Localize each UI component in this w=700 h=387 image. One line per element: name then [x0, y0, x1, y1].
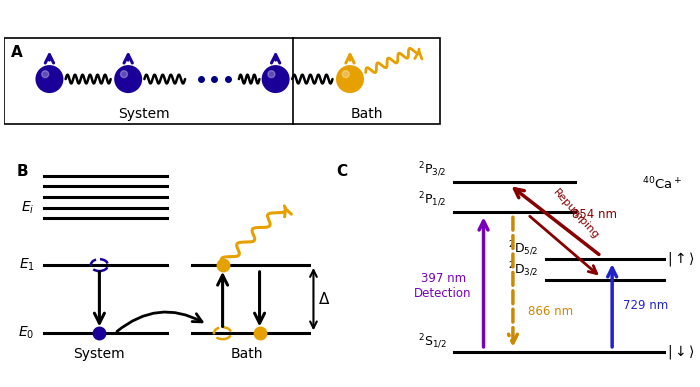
Text: 729 nm: 729 nm — [623, 299, 668, 312]
Text: $^2$S$_{1/2}$: $^2$S$_{1/2}$ — [418, 333, 447, 351]
Text: System: System — [74, 347, 125, 361]
Circle shape — [42, 71, 49, 78]
Text: 866 nm: 866 nm — [528, 305, 573, 319]
Text: Bath: Bath — [231, 347, 263, 361]
Text: $^{40}$Ca$^+$: $^{40}$Ca$^+$ — [642, 176, 682, 192]
Text: $E_1$: $E_1$ — [19, 257, 35, 273]
Text: $^2$P$_{3/2}$: $^2$P$_{3/2}$ — [419, 161, 447, 179]
Text: A: A — [11, 45, 23, 60]
Text: C: C — [337, 164, 348, 179]
Circle shape — [262, 65, 290, 93]
Text: $E_i$: $E_i$ — [21, 199, 35, 216]
Circle shape — [120, 71, 127, 78]
Text: Repumping: Repumping — [550, 188, 601, 241]
Text: $|{\downarrow}\rangle$: $|{\downarrow}\rangle$ — [667, 343, 695, 361]
Text: $^2$D$_{3/2}$: $^2$D$_{3/2}$ — [508, 260, 539, 279]
Text: $|{\uparrow}\rangle$: $|{\uparrow}\rangle$ — [667, 250, 695, 268]
Circle shape — [114, 65, 142, 93]
Text: $^2$P$_{1/2}$: $^2$P$_{1/2}$ — [419, 190, 447, 209]
Circle shape — [342, 71, 349, 78]
Text: System: System — [118, 107, 169, 121]
Text: 854 nm: 854 nm — [572, 207, 617, 221]
Text: B: B — [16, 164, 28, 179]
Text: Bath: Bath — [351, 107, 383, 121]
Circle shape — [336, 65, 364, 93]
Text: $^2$D$_{5/2}$: $^2$D$_{5/2}$ — [508, 239, 539, 258]
Text: $\Delta$: $\Delta$ — [318, 291, 330, 307]
Circle shape — [268, 71, 275, 78]
Text: $E_0$: $E_0$ — [18, 325, 35, 341]
Text: 397 nm
Detection: 397 nm Detection — [414, 272, 472, 300]
Bar — [4, 38, 440, 124]
Circle shape — [36, 65, 64, 93]
